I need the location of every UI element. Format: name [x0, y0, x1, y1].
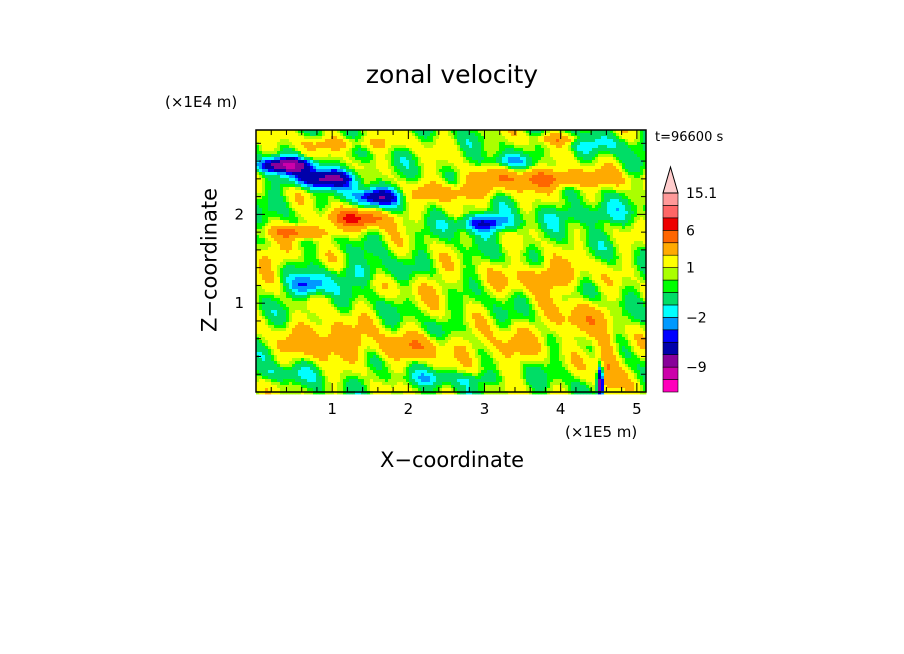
x-tick-label: 5 [632, 400, 642, 418]
x-tick-label: 3 [480, 400, 490, 418]
y-unit-label: (×1E4 m) [165, 93, 238, 111]
colorbar-segment [662, 192, 679, 206]
colorbar-tick-label: −9 [686, 360, 707, 376]
colorbar-tick-label: 6 [686, 223, 695, 239]
colorbar-segment [662, 254, 679, 268]
x-tick-label: 1 [327, 400, 337, 418]
colorbar-segment [662, 366, 679, 380]
colorbar-segment [662, 317, 679, 331]
colorbar-segment [662, 329, 679, 343]
colorbar-segment [662, 267, 679, 281]
colorbar-segment [662, 217, 679, 231]
colorbar-segment [662, 242, 679, 256]
x-axis: 1 2 3 4 5 [270, 130, 642, 418]
plot-frame [255, 129, 647, 393]
y-tick-label: 1 [234, 294, 244, 312]
colorbar-segment [662, 205, 679, 219]
plot-area [256, 130, 647, 395]
x-unit-label: (×1E5 m) [565, 423, 638, 441]
chart-title: zonal velocity [365, 60, 539, 89]
colorbar-segment [662, 292, 679, 306]
colorbar-segment [662, 341, 679, 355]
colorbar-tick-label: 1 [686, 261, 695, 277]
x-tick-label: 2 [404, 400, 414, 418]
colorbar-segment [662, 279, 679, 293]
colorbar-overflow-triangle [662, 165, 679, 194]
y-axis: 12 [234, 142, 646, 375]
colorbar: 15.1 6 1 −2 −9 [662, 165, 717, 393]
time-label: t=96600 s [655, 130, 724, 145]
colorbar-segment [662, 379, 679, 393]
y-tick-label: 2 [234, 205, 244, 223]
colorbar-tick-label: −2 [686, 310, 707, 326]
x-axis-label: X−coordinate [380, 448, 524, 472]
colorbar-segment [662, 354, 679, 368]
colorbar-segment [662, 304, 679, 318]
colorbar-tick-label: 15.1 [686, 186, 717, 202]
colorbar-segment [662, 230, 679, 244]
x-tick-label: 4 [556, 400, 566, 418]
